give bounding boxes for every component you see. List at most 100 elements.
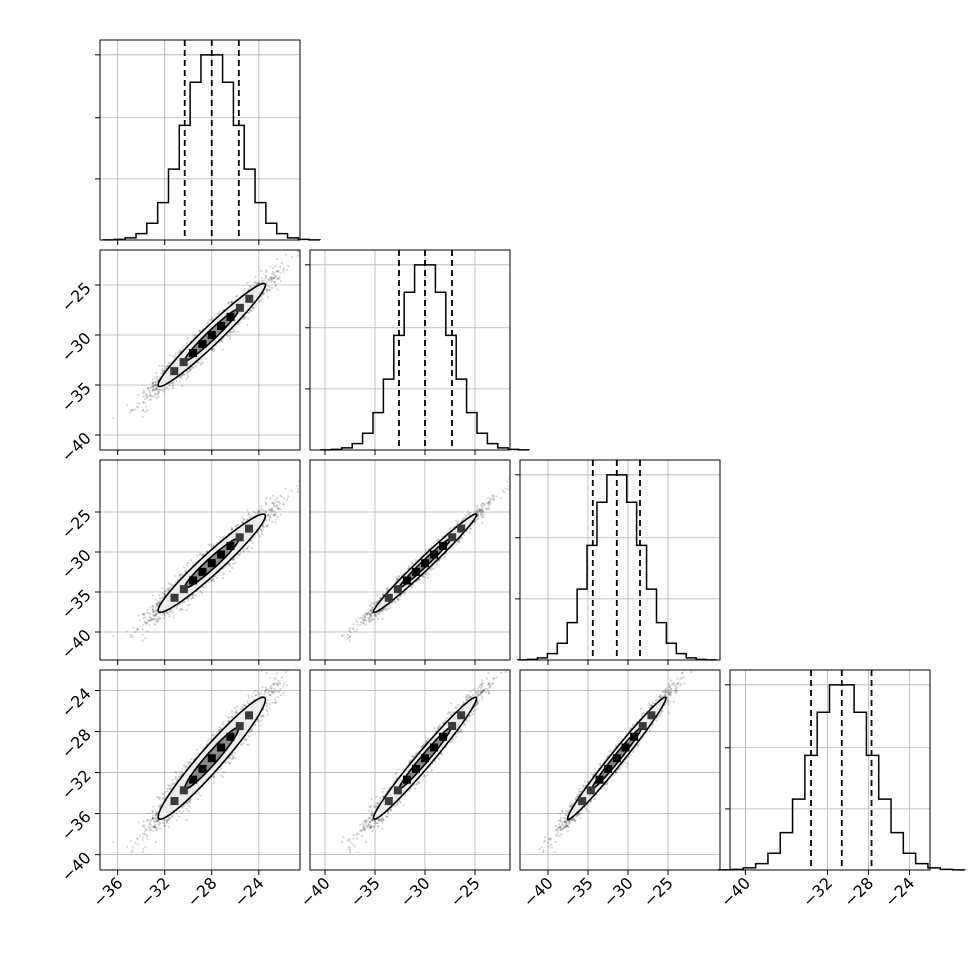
scatter-point: [268, 285, 272, 289]
panel-frame: [99, 39, 301, 241]
scatter-point: [265, 524, 268, 527]
scatter-point: [152, 618, 155, 621]
scatter-point: [254, 275, 257, 278]
scatter-point: [272, 280, 276, 284]
scatter-point: [150, 618, 154, 622]
scatter-point: [174, 580, 177, 584]
scatter-point: [254, 280, 257, 283]
scatter-point: [144, 623, 148, 626]
scatter-point: [210, 545, 213, 548]
scatter-point: [274, 276, 277, 280]
scatter-point: [266, 296, 270, 299]
scatter-point: [272, 276, 276, 280]
scatter-point: [273, 515, 276, 518]
scatter-point: [163, 593, 167, 596]
scatter-point: [154, 387, 157, 390]
scatter-point: [177, 351, 180, 354]
scatter-point: [237, 553, 240, 556]
scatter-point: [277, 507, 280, 511]
scatter-point: [261, 532, 264, 536]
scatter-point: [187, 370, 190, 374]
scatter-point: [112, 416, 115, 420]
scatter-point: [151, 390, 154, 393]
scatter-point: [188, 369, 191, 372]
scatter-point: [145, 395, 149, 398]
scatter-point: [243, 518, 246, 521]
scatter-point: [276, 278, 279, 281]
scatter-point: [142, 389, 146, 393]
scatter-point: [277, 500, 281, 503]
scatter-point: [138, 402, 141, 406]
scatter-point: [204, 357, 207, 360]
scatter-point: [142, 617, 145, 620]
scatter-point: [136, 401, 139, 405]
scatter-point: [204, 586, 207, 590]
scatter-point: [181, 384, 184, 388]
scatter-point: [156, 375, 159, 378]
scatter-point: [161, 596, 164, 599]
scatter-point: [264, 277, 267, 280]
scatter-point: [142, 612, 146, 615]
scatter-point: [265, 289, 269, 292]
scatter-point: [180, 374, 183, 377]
scatter-point: [259, 528, 262, 531]
scatter-point: [142, 400, 145, 403]
scatter-point: [138, 618, 141, 622]
scatter-point: [270, 509, 273, 512]
scatter-point: [268, 279, 271, 282]
scatter-point: [145, 621, 149, 624]
scatter-point: [207, 581, 210, 584]
scatter-point: [191, 596, 194, 599]
scatter-point: [229, 331, 232, 334]
scatter-point: [172, 616, 175, 619]
scatter-point: [266, 288, 269, 292]
scatter-point: [230, 331, 233, 334]
panel-1-1: [305, 249, 530, 455]
scatter-point: [230, 527, 234, 530]
scatter-point: [265, 290, 268, 293]
scatter-point: [259, 528, 263, 532]
scatter-point: [257, 282, 260, 285]
scatter-point: [188, 603, 191, 606]
scatter-point: [247, 317, 250, 320]
scatter-point: [249, 285, 252, 288]
scatter-point: [191, 366, 195, 370]
scatter-point: [252, 306, 255, 310]
scatter-point: [151, 604, 155, 608]
scatter-point: [155, 396, 158, 400]
scatter-point: [272, 273, 276, 276]
scatter-point: [183, 373, 186, 376]
scatter-point: [233, 525, 237, 528]
scatter-point: [151, 381, 154, 384]
scatter-point: [146, 409, 149, 412]
scatter-point: [252, 537, 255, 540]
panel-frame: [99, 249, 301, 451]
scatter-point: [156, 379, 159, 383]
scatter-point: [246, 517, 249, 521]
scatter-point: [237, 330, 240, 333]
scatter-point: [185, 569, 188, 572]
scatter-point: [158, 364, 161, 367]
scatter-point: [283, 266, 286, 270]
scatter-point: [257, 282, 260, 285]
scatter-point: [232, 330, 235, 334]
scatter-point: [268, 289, 271, 292]
scatter-point: [249, 285, 252, 288]
scatter-point: [263, 509, 266, 512]
scatter-point: [257, 512, 260, 515]
scatter-point: [251, 541, 254, 544]
scatter-point: [259, 299, 262, 302]
scatter-point: [272, 277, 276, 280]
scatter-point: [275, 270, 278, 273]
scatter-point: [276, 288, 279, 291]
scatter-point: [261, 279, 264, 282]
scatter-point: [186, 599, 189, 602]
scatter-point: [161, 591, 164, 595]
scatter-point: [260, 269, 263, 273]
scatter-point: [167, 582, 170, 585]
scatter-point: [149, 386, 152, 389]
scatter-point: [161, 369, 164, 372]
scatter-point: [228, 337, 232, 340]
scatter-point: [178, 574, 181, 577]
scatter-point: [279, 280, 283, 283]
